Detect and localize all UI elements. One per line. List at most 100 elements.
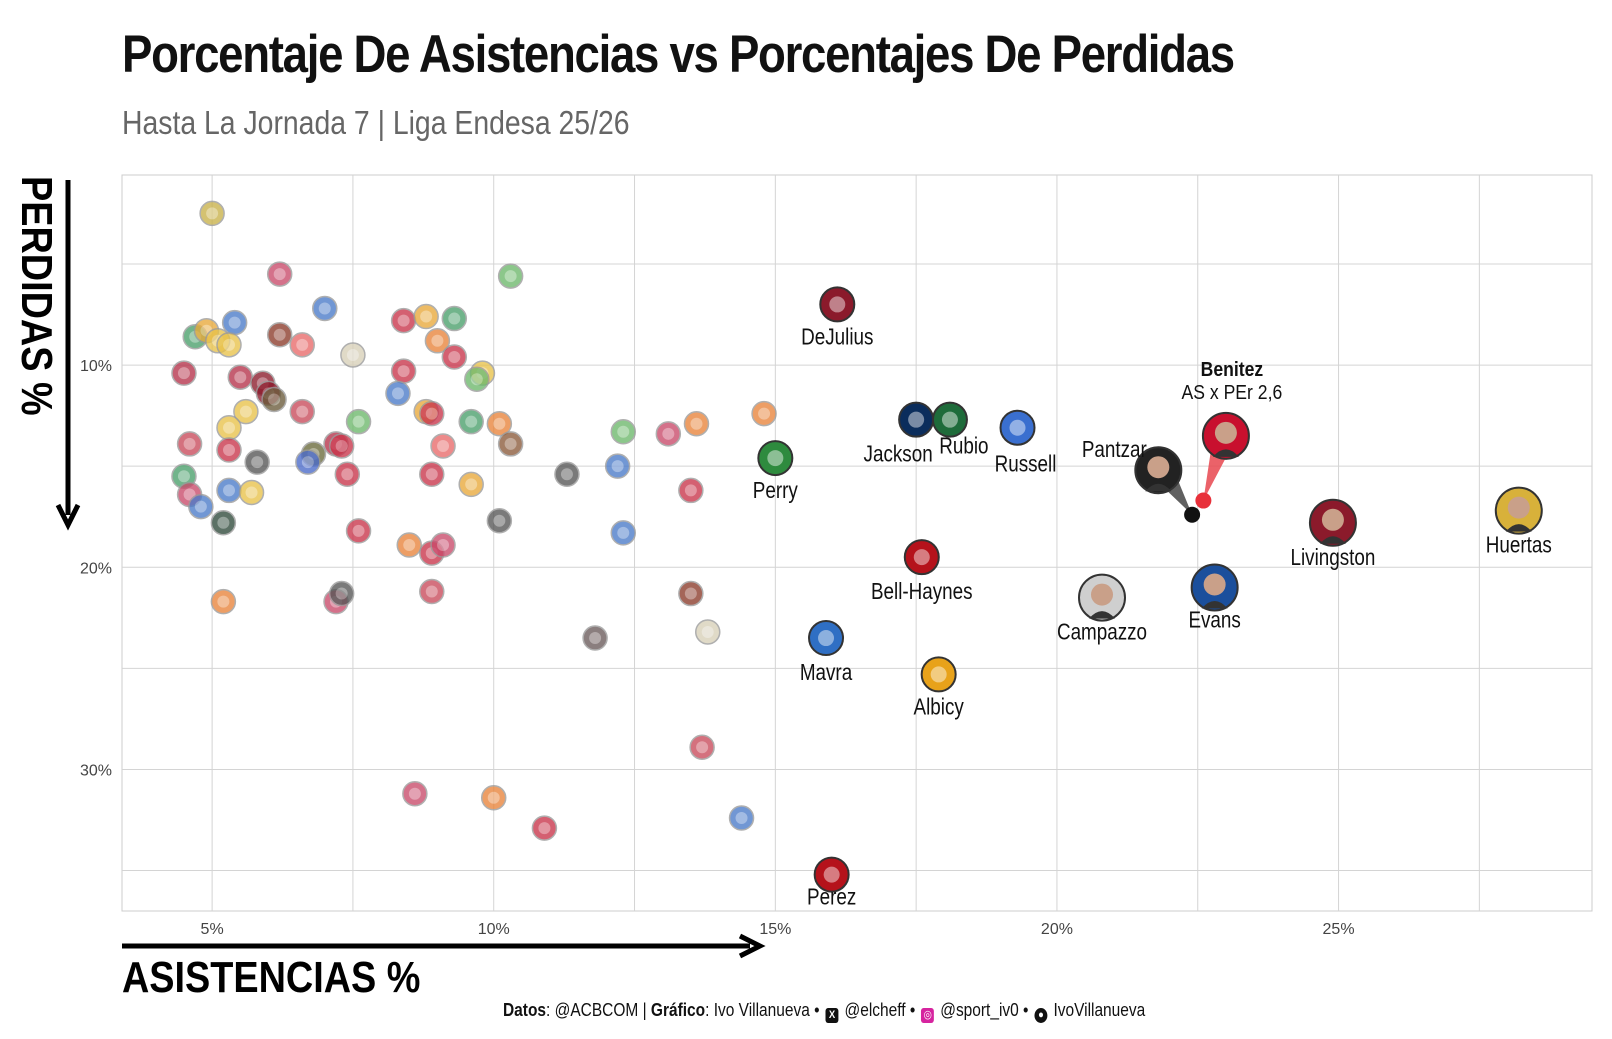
team-logo-mark bbox=[589, 632, 602, 645]
footer-datos-label: Datos bbox=[503, 1000, 547, 1020]
player-disc bbox=[808, 620, 845, 657]
team-logo-point bbox=[340, 342, 366, 368]
team-logo-mark bbox=[335, 439, 348, 452]
team-logo-disc bbox=[728, 805, 755, 831]
team-logo-mark bbox=[818, 630, 835, 647]
benitez-marker bbox=[1195, 492, 1212, 509]
team-logo-mark bbox=[217, 516, 230, 529]
team-logo-point bbox=[582, 625, 608, 651]
team-logo-mark bbox=[684, 587, 697, 600]
team-logo-point bbox=[238, 479, 265, 506]
team-logo-disc bbox=[694, 619, 721, 645]
team-logo-point bbox=[655, 421, 682, 447]
team-logo-mark bbox=[403, 539, 416, 552]
player-point-dejulius: DeJulius bbox=[801, 286, 873, 350]
team-logo-disc bbox=[424, 328, 451, 354]
footer-ig-handle[interactable]: @sport_iv0 bbox=[940, 1000, 1019, 1020]
github-icon: ● bbox=[1034, 1008, 1048, 1023]
team-logo-point bbox=[604, 453, 631, 479]
team-logo-mark bbox=[617, 425, 630, 438]
x-tick-label: 10% bbox=[478, 921, 510, 938]
pantzar-marker bbox=[1184, 506, 1201, 523]
footer-gh-handle[interactable]: IvoVillanueva bbox=[1053, 1000, 1146, 1020]
team-logo-mark bbox=[228, 316, 241, 329]
team-logo-mark bbox=[408, 787, 421, 800]
team-logo-point bbox=[458, 471, 484, 498]
team-logo-point bbox=[345, 518, 372, 544]
team-logo-mark bbox=[194, 500, 207, 513]
y-tick-label: 30% bbox=[80, 762, 112, 779]
team-logo-disc bbox=[610, 419, 637, 445]
team-logo-point bbox=[554, 461, 580, 488]
team-logo-disc bbox=[266, 321, 293, 348]
player-label: Huertas bbox=[1486, 533, 1552, 558]
team-logo-mark bbox=[448, 350, 461, 363]
player-face bbox=[1091, 583, 1113, 606]
team-logo-disc bbox=[441, 305, 468, 332]
team-logo-disc bbox=[233, 398, 259, 425]
team-logo-point bbox=[678, 477, 704, 504]
team-logo-mark bbox=[341, 468, 354, 481]
player-point-campazzo: Campazzo bbox=[1057, 573, 1147, 645]
player-label: Rubio bbox=[939, 434, 988, 459]
team-logo-disc bbox=[176, 431, 203, 457]
player-face bbox=[1321, 508, 1344, 531]
team-logo-disc bbox=[334, 461, 361, 488]
player-label: Livingston bbox=[1290, 545, 1375, 570]
team-logo-point bbox=[266, 261, 293, 287]
player-point-perez: Perez bbox=[807, 856, 856, 910]
team-logo-mark bbox=[504, 270, 517, 283]
team-logo-mark bbox=[611, 460, 624, 473]
team-logo-disc bbox=[244, 449, 270, 475]
team-logo-mark bbox=[701, 625, 714, 638]
team-logo-point bbox=[345, 408, 372, 435]
team-logo-mark bbox=[829, 296, 846, 313]
player-label: Albicy bbox=[914, 695, 965, 720]
player-shirt bbox=[1319, 536, 1346, 544]
team-logo-point bbox=[390, 358, 417, 384]
team-logo-disc bbox=[604, 453, 631, 479]
player-label: Jackson bbox=[864, 442, 933, 467]
footer-x-handle[interactable]: @elcheff bbox=[844, 1000, 906, 1020]
player-disc bbox=[931, 401, 968, 438]
team-logo-point bbox=[480, 785, 507, 811]
team-logo-disc bbox=[216, 332, 242, 358]
background-points bbox=[171, 200, 777, 841]
team-logo-mark bbox=[301, 456, 314, 469]
team-logo-point bbox=[610, 520, 637, 546]
y-axis-arrowhead bbox=[55, 503, 81, 531]
team-logo-point bbox=[424, 328, 451, 354]
y-tick-labels: 10% 20% 30% bbox=[80, 358, 112, 779]
team-logo-disc bbox=[751, 400, 777, 427]
team-logo-point bbox=[210, 588, 237, 615]
team-logo-disc bbox=[458, 408, 484, 435]
team-logo-point bbox=[176, 431, 203, 457]
team-logo-point bbox=[396, 532, 422, 558]
player-face bbox=[1147, 456, 1170, 479]
instagram-icon: ◎ bbox=[921, 1008, 935, 1023]
team-logo-mark bbox=[223, 443, 236, 456]
footer-separator-2: • bbox=[1018, 1000, 1033, 1020]
team-logo-disc bbox=[295, 449, 321, 475]
y-tick-label: 20% bbox=[80, 560, 112, 577]
team-logo-disc bbox=[610, 520, 637, 546]
team-logo-point bbox=[216, 437, 242, 463]
team-logo-point bbox=[312, 295, 338, 322]
team-logo-mark bbox=[296, 405, 309, 418]
team-logo-point bbox=[419, 461, 445, 488]
team-logo-mark bbox=[268, 393, 281, 406]
team-logo-mark bbox=[296, 338, 309, 351]
team-logo-point bbox=[402, 780, 428, 807]
team-logo-disc bbox=[188, 493, 214, 520]
player-point-mavra: Mavra bbox=[800, 620, 852, 686]
team-logo-disc bbox=[683, 410, 710, 437]
team-logo-point bbox=[610, 419, 637, 445]
team-logo-mark bbox=[397, 365, 410, 378]
team-logo-point bbox=[233, 398, 259, 425]
player-label: Campazzo bbox=[1057, 620, 1147, 645]
team-logo-point bbox=[486, 508, 513, 534]
player-face bbox=[1203, 573, 1226, 596]
team-logo-point bbox=[497, 263, 524, 289]
x-tick-label: 5% bbox=[201, 921, 224, 938]
player-point-pantzar: Pantzar bbox=[1082, 438, 1183, 495]
